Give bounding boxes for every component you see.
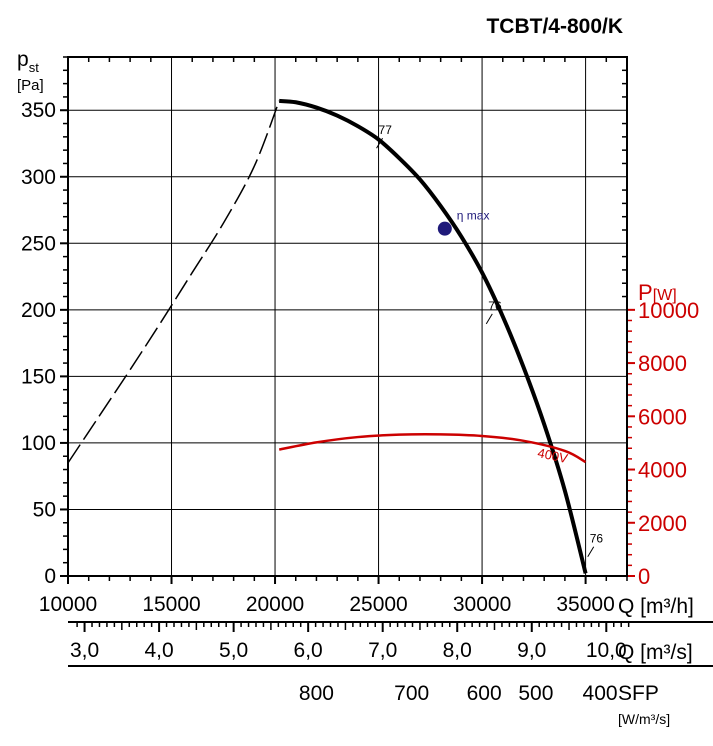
pressure-curve-line [279,98,588,574]
y2-tick-label: 6000 [638,404,687,429]
sfp-unit: [W/m³/s] [618,711,670,727]
sfp-tick-label: 600 [467,682,502,705]
eta-max-point [437,221,452,236]
y-tick-label: 250 [21,232,56,255]
x2-tick-label: 6,0 [294,639,323,662]
y2-tick-label: 4000 [638,458,687,483]
y-axis-unit: [Pa] [17,77,44,94]
x2-tick-label: 4,0 [144,639,173,662]
y-axis-label: pst [17,48,39,75]
y2-tick-label: 10000 [638,298,699,323]
y-tick-label: 50 [33,498,56,521]
x2-tick-label: 10,0 [586,639,627,662]
series-lines: 400V η max [67,98,588,574]
y2-tick-label: 8000 [638,351,687,376]
sfp-tick-label: 500 [518,682,553,705]
y2-tick-label: 0 [638,564,650,589]
y-tick-label: 300 [21,166,56,189]
x2-tick-label: 7,0 [368,639,397,662]
x2-tick-label: 9,0 [517,639,546,662]
x2-axis-label: Q [m³/s] [618,641,693,664]
x-tick-label: 10000 [39,593,97,616]
curve-annotations: 77 76 76 [376,123,604,557]
sfp-tick-label: 400 [583,682,618,705]
annotation-tick [587,546,595,557]
tick-labels: 10000 15000 20000 25000 30000 350000501001502… [21,99,699,616]
x2-tick-label: 5,0 [219,639,248,662]
sfp-label: SFP [618,682,659,705]
y-tick-label: 100 [21,432,56,455]
efficiency-annotation: 76 [590,532,604,546]
x-tick-label: 35000 [556,593,614,616]
q-m3s-axis: 3,0 4,0 5,0 6,0 7,0 8,0 9,0 10,0 [70,622,630,662]
grid-lines [67,57,627,577]
x-tick-label: 30000 [453,593,511,616]
efficiency-annotation: 76 [488,299,502,313]
y-tick-label: 350 [21,99,56,122]
annotation-tick [485,313,493,325]
x2-tick-label: 8,0 [443,639,472,662]
efficiency-annotation: 77 [379,123,393,137]
sfp-axis: 800 700 600 500 400 [299,682,618,705]
y-tick-label: 150 [21,365,56,388]
x-tick-label: 20000 [246,593,304,616]
x-axis-label: Q [m³/h] [618,595,694,618]
y-tick-label: 200 [21,299,56,322]
annotation-tick [376,137,383,149]
y2-tick-label: 2000 [638,511,687,536]
power-series-label: 400V [536,445,569,466]
plot-frame [67,56,628,577]
x-tick-label: 15000 [142,593,200,616]
x2-tick-label: 3,0 [70,639,99,662]
axis-ticks [60,56,635,584]
y2-axis-label: P[W] [638,280,677,305]
chart-title: TCBT/4-800/K [486,15,623,38]
pressure-curve-unstable-line [67,100,280,464]
x-tick-label: 25000 [349,593,407,616]
sfp-tick-label: 800 [299,682,334,705]
sfp-tick-label: 700 [394,682,429,705]
y-tick-label: 0 [44,565,56,588]
eta-max-label: η max [457,209,490,223]
power-curve-line [278,433,587,464]
